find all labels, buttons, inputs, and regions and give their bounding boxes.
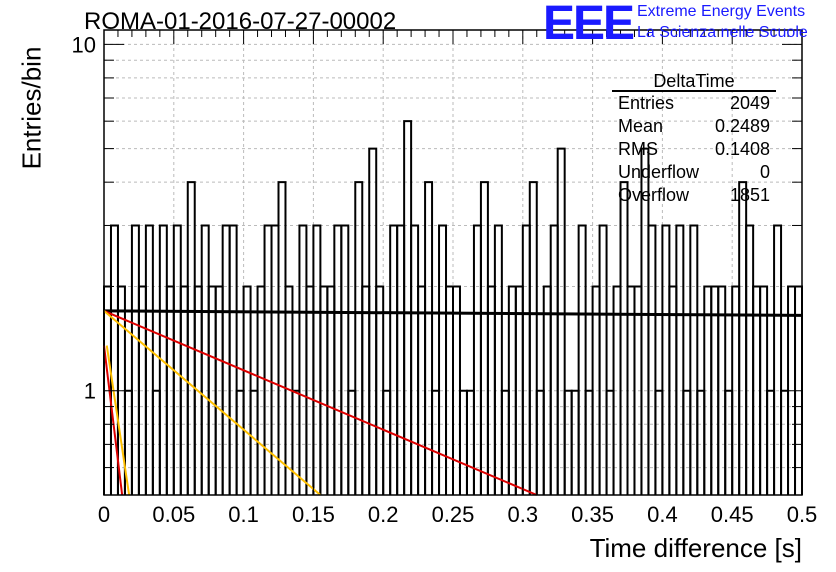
y-tick-label: 1 <box>84 379 96 404</box>
tick-labels: 0 0.05 0.1 0.15 0.2 0.25 0.3 0.35 0.4 0.45 0.5 1 10 <box>72 32 818 527</box>
x-tick-label: 0 <box>98 502 110 527</box>
org-name-line-2: La Scienza nelle Scuole <box>637 24 808 41</box>
fit-curve <box>103 309 538 496</box>
x-tick-label: 0.35 <box>571 502 614 527</box>
x-tick-label: 0.15 <box>292 502 335 527</box>
x-tick-label: 0.05 <box>152 502 195 527</box>
y-tick-label: 10 <box>72 32 96 57</box>
x-tick-label: 0.25 <box>432 502 475 527</box>
histogram-bin <box>577 224 587 495</box>
histogram-bin <box>340 224 350 495</box>
stats-box-title: DeltaTime <box>653 71 735 91</box>
fit-curve <box>105 345 131 496</box>
y-axis-label: Entries/bin <box>16 46 47 170</box>
histogram-bin <box>493 224 503 495</box>
stats-value: 2049 <box>729 93 770 113</box>
fit-curve <box>103 310 322 496</box>
stats-key: Underflow <box>618 162 700 182</box>
stats-value: 1851 <box>729 185 770 205</box>
histogram-bin <box>773 224 783 495</box>
x-axis-label: Time difference [s] <box>589 533 802 563</box>
stats-key: Overflow <box>618 185 690 205</box>
histogram-bin <box>598 224 608 495</box>
org-name-line-1: Extreme Energy Events <box>637 3 806 20</box>
fit-curves <box>103 309 803 496</box>
histogram-bin <box>528 181 538 495</box>
histogram-bin <box>424 181 434 495</box>
x-tick-label: 0.3 <box>508 502 539 527</box>
fit-curve <box>103 345 124 496</box>
eee-logo: EEE <box>543 0 635 50</box>
x-tick-label: 0.45 <box>711 502 754 527</box>
stats-value: 0 <box>759 162 770 182</box>
x-tick-label: 0.1 <box>228 502 259 527</box>
chart-title: ROMA-01-2016-07-27-00002 <box>84 8 397 35</box>
axes <box>103 29 803 496</box>
histogram-bin <box>228 224 238 495</box>
stats-key: Mean <box>618 116 664 136</box>
histogram-bin <box>647 224 657 495</box>
stats-value: 0.2489 <box>714 116 770 136</box>
fit-curve <box>103 309 803 317</box>
stats-value: 0.1408 <box>714 139 770 159</box>
histogram-bin <box>675 224 685 495</box>
stats-key: Entries <box>618 93 675 113</box>
x-tick-label: 0.2 <box>368 502 399 527</box>
stats-key: RMS <box>618 139 658 159</box>
x-tick-label: 0.5 <box>787 502 818 527</box>
x-tick-label: 0.4 <box>647 502 678 527</box>
histogram-bin <box>144 224 154 495</box>
histogram-bin <box>556 147 566 495</box>
histogram-bin <box>689 224 699 495</box>
